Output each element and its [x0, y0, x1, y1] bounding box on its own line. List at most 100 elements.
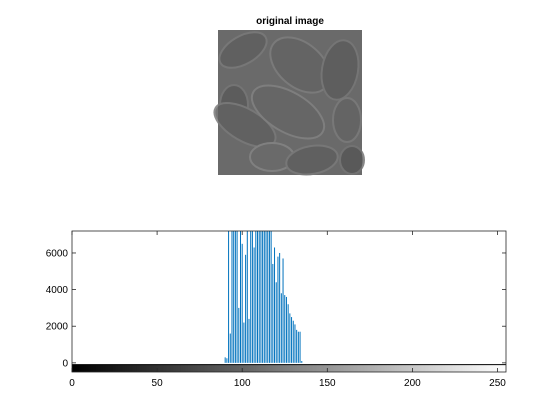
colorbar-cell — [497, 364, 500, 372]
colorbar-cell — [432, 364, 436, 372]
colorbar-cell — [112, 364, 116, 372]
colorbar-cell — [175, 364, 179, 372]
colorbar-cell — [301, 364, 305, 372]
colorbar-cell — [378, 364, 381, 372]
colorbar-cell — [116, 364, 119, 372]
colorbar-cell — [191, 364, 194, 372]
colorbar-cell — [94, 364, 97, 372]
y-tick-label: 2000 — [46, 322, 69, 333]
colorbar-cell — [184, 364, 187, 372]
colorbar-cell — [162, 364, 165, 372]
colorbar-cell — [72, 364, 75, 372]
colorbar-cell — [75, 364, 78, 372]
colorbar-cell — [454, 364, 458, 372]
colorbar-cell — [85, 364, 88, 372]
colorbar-cell — [456, 364, 459, 372]
colorbar-cell — [364, 364, 368, 372]
colorbar-cell — [272, 364, 276, 372]
colorbar-cell — [306, 364, 310, 372]
colorbar-cell — [174, 364, 177, 372]
grain — [285, 144, 339, 176]
colorbar-cell — [463, 364, 466, 372]
colorbar-cell — [439, 364, 442, 372]
plot-area — [72, 231, 506, 372]
colorbar-cell — [114, 364, 117, 372]
colorbar-cell — [231, 364, 235, 372]
grain — [339, 145, 365, 175]
colorbar-cell — [266, 364, 269, 372]
colorbar-cell — [82, 364, 85, 372]
colorbar-cell — [458, 364, 461, 372]
colorbar-cell — [129, 364, 133, 372]
colorbar-cell — [294, 364, 298, 372]
colorbar-cell — [322, 364, 325, 372]
colorbar-cell — [141, 364, 145, 372]
colorbar-cell — [250, 364, 254, 372]
colorbar-cell — [107, 364, 111, 372]
colorbar-cell — [381, 364, 385, 372]
colorbar-cell — [104, 364, 107, 372]
colorbar-cell — [369, 364, 373, 372]
colorbar-cell — [117, 364, 121, 372]
colorbar-cell — [221, 364, 225, 372]
colorbar-cell — [325, 364, 328, 372]
colorbar-cell — [422, 364, 425, 372]
colorbar-cell — [385, 364, 388, 372]
colorbar-cell — [487, 364, 490, 372]
colorbar-cell — [150, 364, 153, 372]
colorbar-cell — [376, 364, 379, 372]
colorbar-cell — [255, 364, 259, 372]
colorbar-cell — [506, 364, 509, 372]
colorbar-cell — [317, 364, 320, 372]
colorbar-cell — [237, 364, 240, 372]
colorbar-cell — [214, 364, 218, 372]
colorbar-cell — [451, 364, 454, 372]
colorbar-cell — [410, 364, 413, 372]
colorbar-cell — [415, 364, 419, 372]
colorbar-cell — [78, 364, 82, 372]
grayscale-colorbar — [72, 364, 509, 372]
colorbar-cell — [80, 364, 83, 372]
colorbar-cell — [349, 364, 352, 372]
colorbar-cell — [351, 364, 354, 372]
colorbar-cell — [123, 364, 126, 372]
colorbar-cell — [352, 364, 356, 372]
colorbar-cell — [177, 364, 180, 372]
colorbar-cell — [310, 364, 313, 372]
colorbar-cell — [226, 364, 230, 372]
colorbar-cell — [393, 364, 396, 372]
colorbar-cell — [347, 364, 351, 372]
colorbar-cell — [477, 364, 480, 372]
colorbar-cell — [340, 364, 344, 372]
colorbar-cell — [252, 364, 255, 372]
colorbar-cell — [344, 364, 347, 372]
colorbar-cell — [296, 364, 299, 372]
colorbar-cell — [264, 364, 267, 372]
colorbar-cell — [485, 364, 488, 372]
colorbar-cell — [373, 364, 376, 372]
colorbar-cell — [279, 364, 282, 372]
colorbar-cell — [402, 364, 405, 372]
colorbar-cell — [419, 364, 422, 372]
colorbar-cell — [284, 364, 288, 372]
colorbar-cell — [323, 364, 327, 372]
colorbar-cell — [303, 364, 306, 372]
colorbar-cell — [249, 364, 252, 372]
colorbar-cell — [271, 364, 274, 372]
colorbar-cell — [106, 364, 109, 372]
colorbar-cell — [400, 364, 403, 372]
colorbar-cell — [146, 364, 150, 372]
colorbar-cell — [102, 364, 105, 372]
colorbar-cell — [414, 364, 417, 372]
colorbar-cell — [143, 364, 146, 372]
colorbar-cell — [77, 364, 80, 372]
colorbar-cell — [478, 364, 482, 372]
colorbar-cell — [448, 364, 451, 372]
colorbar-cell — [386, 364, 390, 372]
colorbar-cell — [277, 364, 281, 372]
colorbar-cell — [288, 364, 291, 372]
colorbar-cell — [470, 364, 473, 372]
grain — [218, 31, 268, 69]
colorbar-cell — [225, 364, 228, 372]
